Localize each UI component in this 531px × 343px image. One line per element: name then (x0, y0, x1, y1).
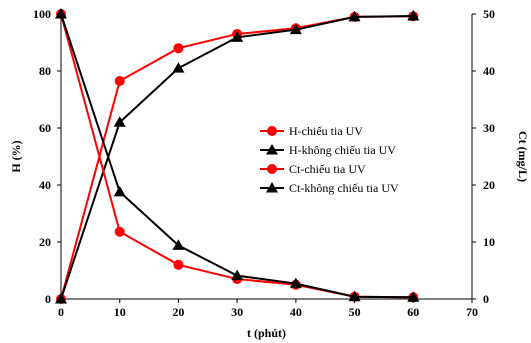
data-point (231, 31, 244, 42)
data-point (113, 116, 126, 127)
x-tick-label: 60 (407, 305, 419, 319)
right-y-tick-label: 0 (483, 292, 489, 306)
data-point (173, 259, 184, 270)
legend-entry: H-chiếu tia UV (260, 124, 363, 138)
data-point (114, 226, 125, 237)
x-axis-title: t (phút) (247, 326, 286, 340)
left-y-tick-label: 20 (39, 235, 51, 249)
legend-swatch-marker (266, 144, 278, 155)
legend-label: H-không chiếu tia UV (289, 143, 396, 157)
legend-label: Ct-không chiếu tia UV (289, 181, 399, 195)
right-y-tick-label: 20 (483, 178, 495, 192)
legend-swatch-marker (266, 182, 278, 193)
legend-entry: Ct-không chiếu tia UV (260, 181, 399, 195)
right-y-tick-label: 40 (483, 64, 495, 78)
legend-label: Ct-chiếu tia UV (289, 162, 366, 176)
data-point (172, 62, 185, 73)
left-y-tick-label: 100 (33, 7, 51, 21)
data-point (173, 43, 184, 54)
legend-entry: H-không chiếu tia UV (260, 143, 396, 157)
data-point (55, 293, 67, 304)
right-y-tick-label: 50 (483, 7, 495, 21)
x-tick-label: 70 (466, 305, 478, 319)
left-y-tick-label: 80 (39, 64, 51, 78)
left-y-tick-label: 60 (39, 121, 51, 135)
right-y-tick-label: 10 (483, 235, 495, 249)
axes: 0 10 20 30 40 50 60 70 0 20 40 60 80 100 0 10 20 30 40 50 (33, 7, 495, 319)
data-point (348, 10, 361, 22)
legend: H-chiếu tia UV H-không chiếu tia UV Ct-chi… (260, 124, 399, 195)
x-tick-label: 50 (349, 305, 361, 319)
data-point (289, 277, 302, 289)
legend-swatch-marker (267, 164, 277, 174)
data-point (113, 185, 126, 197)
data-point (114, 75, 125, 86)
data-point (55, 8, 67, 19)
series-layer (55, 8, 420, 304)
data-point (172, 239, 185, 250)
data-point (407, 291, 420, 302)
series-line (60, 14, 414, 300)
x-tick-label: 0 (58, 305, 64, 319)
x-tick-label: 30 (231, 305, 243, 319)
legend-label: H-chiếu tia UV (289, 124, 363, 138)
left-y-axis-title: H (%) (9, 140, 23, 172)
legend-entry: Ct-chiếu tia UV (260, 162, 366, 176)
data-point (231, 269, 244, 281)
series-line (60, 15, 414, 300)
left-y-tick-label: 0 (45, 292, 51, 306)
data-point (348, 290, 361, 302)
x-tick-label: 40 (290, 305, 302, 319)
x-tick-label: 20 (172, 305, 184, 319)
left-y-tick-label: 40 (39, 178, 51, 192)
right-y-tick-label: 30 (483, 121, 495, 135)
right-y-axis-title: Ct (mg/L) (516, 131, 530, 182)
series-1 (56, 11, 419, 304)
x-tick-label: 10 (114, 305, 126, 319)
data-point (407, 9, 420, 21)
series-4 (55, 8, 420, 302)
data-point (289, 23, 302, 35)
legend-swatch-marker (267, 126, 277, 136)
series-2 (55, 9, 420, 304)
